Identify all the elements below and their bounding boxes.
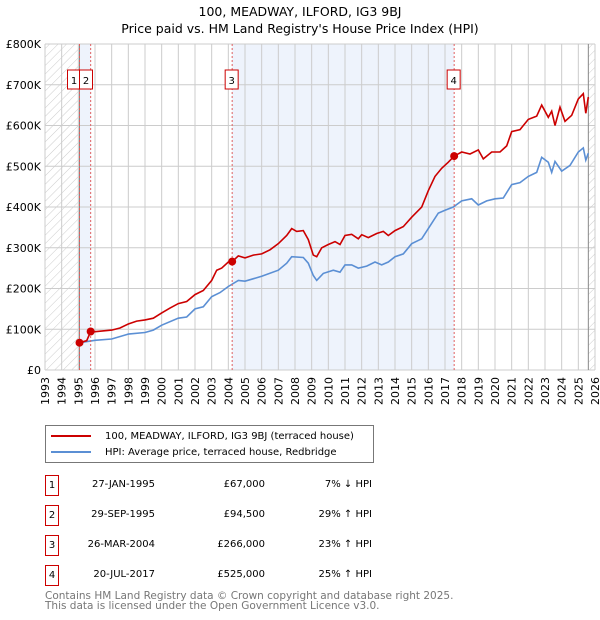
y-tick-label: £100K	[6, 323, 42, 336]
x-tick-label: 2001	[172, 377, 185, 405]
transaction-date: 29-SEP-1995	[91, 509, 155, 520]
x-tick-label: 1996	[89, 377, 102, 405]
sale-point	[75, 338, 84, 347]
x-tick-label: 2007	[272, 377, 285, 405]
x-tick-label: 1994	[56, 377, 69, 405]
y-tick-label: £0	[27, 364, 41, 377]
x-tick-label: 2013	[372, 377, 385, 405]
footer-licence: This data is licensed under the Open Gov…	[45, 600, 380, 612]
y-tick-label: £500K	[6, 160, 42, 173]
x-tick-label: 2017	[439, 377, 452, 405]
x-tick-label: 2004	[222, 377, 235, 405]
x-tick-label: 2008	[289, 377, 302, 405]
x-tick-label: 1998	[122, 377, 135, 405]
hpi-line	[79, 146, 590, 344]
x-tick-label: 2025	[572, 377, 585, 405]
x-tick-label: 2023	[539, 377, 552, 405]
sale-label-box	[224, 69, 239, 90]
x-tick-label: 2002	[189, 377, 202, 405]
x-tick-label: 2021	[506, 377, 519, 405]
sale-label: 3	[228, 76, 234, 87]
x-tick-label: 2006	[256, 377, 269, 405]
x-tick-label: 1993	[39, 377, 52, 405]
transaction-number: 4	[45, 565, 59, 586]
y-tick-label: £200K	[6, 283, 42, 296]
x-tick-label: 2012	[356, 377, 369, 405]
x-tick-label: 2010	[322, 377, 335, 405]
x-tick-label: 2015	[406, 377, 419, 405]
sale-label-box	[446, 69, 461, 90]
sale-label: 2	[83, 76, 89, 87]
chart-subtitle: Price paid vs. HM Land Registry's House …	[121, 21, 479, 36]
sale-label: 4	[450, 76, 456, 87]
x-tick-label: 1995	[72, 377, 85, 405]
transaction-hpi: 7% ↓ HPI	[324, 479, 372, 490]
x-tick-label: 2009	[306, 377, 319, 405]
transaction-price: £94,500	[223, 509, 265, 520]
x-tick-label: 2022	[522, 377, 535, 405]
legend-label: HPI: Average price, terraced house, Redb…	[105, 446, 337, 458]
sale-point	[450, 152, 459, 161]
legend-swatch-property	[51, 435, 91, 437]
transaction-number: 1	[45, 475, 59, 496]
transaction-hpi: 25% ↑ HPI	[318, 569, 372, 580]
transaction-price: £525,000	[217, 569, 265, 580]
x-tick-label: 2003	[206, 377, 219, 405]
x-tick-label: 2018	[456, 377, 469, 405]
y-tick-label: £600K	[6, 120, 42, 133]
footer-copyright: Contains HM Land Registry data © Crown c…	[45, 590, 454, 602]
y-tick-label: £800K	[6, 38, 42, 51]
transaction-number: 2	[45, 505, 59, 526]
x-tick-label: 2014	[389, 377, 402, 405]
sale-point	[228, 257, 237, 266]
x-tick-label: 1997	[106, 377, 119, 405]
sale-label: 1	[71, 76, 77, 87]
legend-swatch-hpi	[51, 451, 91, 453]
transaction-date: 27-JAN-1995	[91, 479, 155, 490]
legend: 100, MEADWAY, ILFORD, IG3 9BJ (terraced …	[45, 425, 374, 463]
transaction-row: 4 20-JUL-2017 £525,000 25% ↑ HPI	[45, 565, 385, 586]
sale-point	[86, 327, 95, 336]
price-chart: 1 2 3 4 1993 1994 1995 1996 1997 1998 1999 2000 2001…	[6, 38, 600, 405]
x-tick-label: 2016	[422, 377, 435, 405]
transaction-price: £266,000	[217, 539, 265, 550]
x-tick-label: 2000	[156, 377, 169, 405]
legend-item-hpi: HPI: Average price, terraced house, Redb…	[46, 444, 337, 460]
legend-item-property: 100, MEADWAY, ILFORD, IG3 9BJ (terraced …	[46, 428, 354, 444]
transaction-row: 2 29-SEP-1995 £94,500 29% ↑ HPI	[45, 505, 385, 526]
y-tick-label: £300K	[6, 242, 42, 255]
x-tick-label: 2026	[589, 377, 600, 405]
x-tick-label: 1999	[139, 377, 152, 405]
transaction-row: 3 26-MAR-2004 £266,000 23% ↑ HPI	[45, 535, 385, 556]
sale-label-box	[79, 69, 93, 90]
y-tick-label: £700K	[6, 79, 42, 92]
transaction-date: 20-JUL-2017	[93, 569, 155, 580]
x-tick-label: 2020	[489, 377, 502, 405]
y-tick-label: £400K	[6, 201, 42, 214]
x-tick-label: 2005	[239, 377, 252, 405]
property-price-line	[79, 91, 590, 344]
transaction-row: 1 27-JAN-1995 £67,000 7% ↓ HPI	[45, 475, 385, 496]
transaction-hpi: 23% ↑ HPI	[318, 539, 372, 550]
transaction-price: £67,000	[223, 479, 265, 490]
x-tick-label: 2024	[556, 377, 569, 405]
transaction-date: 26-MAR-2004	[87, 539, 155, 550]
transaction-hpi: 29% ↑ HPI	[318, 509, 372, 520]
chart-title: 100, MEADWAY, ILFORD, IG3 9BJ	[198, 4, 402, 19]
x-tick-label: 2019	[472, 377, 485, 405]
transaction-number: 3	[45, 535, 59, 556]
x-tick-label: 2011	[339, 377, 352, 405]
legend-label: 100, MEADWAY, ILFORD, IG3 9BJ (terraced …	[105, 430, 354, 442]
